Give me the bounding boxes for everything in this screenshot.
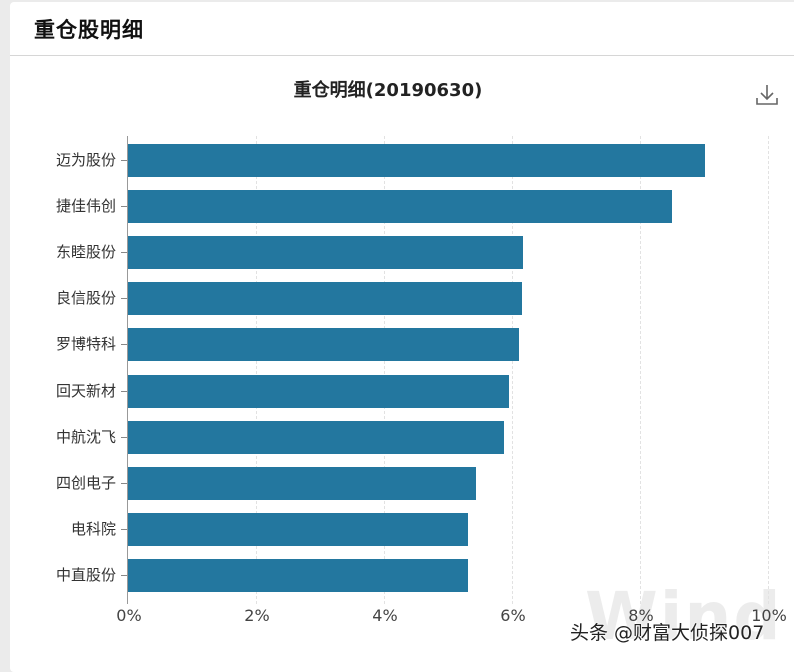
bar-row: 电科院 xyxy=(0,512,794,546)
x-tick-label: 8% xyxy=(628,606,654,625)
bar-row: 罗博特科 xyxy=(0,328,794,362)
category-label: 中直股份 xyxy=(55,565,116,584)
download-icon xyxy=(756,85,778,105)
gridline xyxy=(512,136,513,604)
y-axis-line xyxy=(127,136,128,604)
y-tick xyxy=(121,574,127,576)
x-tick-label: 2% xyxy=(244,606,270,625)
bar[interactable] xyxy=(128,374,509,408)
y-tick xyxy=(121,482,127,484)
bar[interactable] xyxy=(128,512,468,546)
bar[interactable] xyxy=(128,236,523,270)
gridline xyxy=(384,136,385,604)
bar-row: 中直股份 xyxy=(0,558,794,592)
bar-row: 四创电子 xyxy=(0,466,794,500)
y-tick xyxy=(121,344,127,346)
gridline xyxy=(256,136,257,604)
category-label: 良信股份 xyxy=(55,289,116,308)
bar-row: 良信股份 xyxy=(0,282,794,316)
bar-row: 捷佳伟创 xyxy=(0,190,794,224)
bar[interactable] xyxy=(128,328,520,362)
y-tick xyxy=(121,436,127,438)
bar[interactable] xyxy=(128,282,523,316)
x-tick-label: 4% xyxy=(372,606,398,625)
card-header: 重仓股明细 xyxy=(10,2,794,56)
card-title: 重仓股明细 xyxy=(34,17,144,42)
category-label: 中航沈飞 xyxy=(55,427,116,446)
bar[interactable] xyxy=(128,466,477,500)
bar-row: 东睦股份 xyxy=(0,236,794,270)
gridline xyxy=(640,136,641,604)
x-tick-label: 0% xyxy=(116,606,142,625)
category-label: 东睦股份 xyxy=(55,243,116,262)
y-tick xyxy=(121,160,127,161)
category-label: 回天新材 xyxy=(55,381,116,400)
y-tick xyxy=(121,252,127,254)
y-tick xyxy=(121,390,127,392)
toutiao-watermark: 头条 @财富大侦探007 xyxy=(570,622,765,644)
x-tick-label: 10% xyxy=(751,606,787,625)
gridline xyxy=(768,136,769,604)
y-tick xyxy=(121,528,127,530)
bar[interactable] xyxy=(128,420,505,454)
category-label: 迈为股份 xyxy=(55,151,116,169)
wind-watermark: Wind xyxy=(585,578,783,655)
category-label: 捷佳伟创 xyxy=(55,197,116,216)
bar[interactable] xyxy=(128,558,468,592)
bar-row: 中航沈飞 xyxy=(0,420,794,454)
bar[interactable] xyxy=(128,190,672,224)
bar-row: 迈为股份 xyxy=(0,144,794,177)
category-label: 罗博特科 xyxy=(55,335,116,354)
chart-title: 重仓明细(20190630) xyxy=(293,80,483,101)
download-button[interactable] xyxy=(754,82,780,108)
y-tick xyxy=(121,206,127,208)
y-tick xyxy=(121,298,127,300)
x-tick-label: 6% xyxy=(500,606,526,625)
category-label: 电科院 xyxy=(70,519,116,538)
category-label: 四创电子 xyxy=(55,473,116,492)
bar-row: 回天新材 xyxy=(0,374,794,408)
bar[interactable] xyxy=(128,144,706,177)
